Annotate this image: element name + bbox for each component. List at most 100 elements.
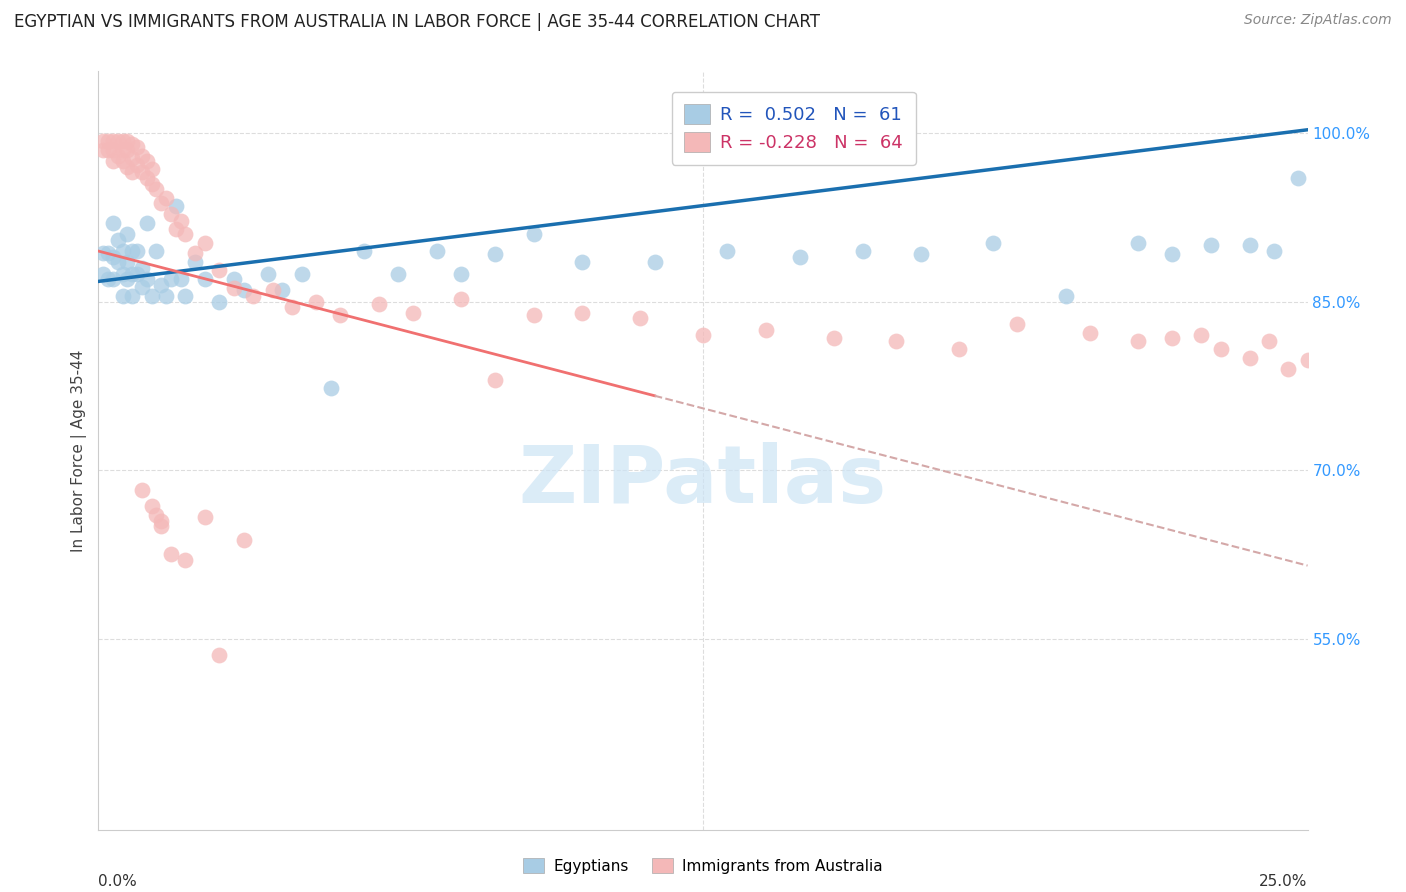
Point	[150, 519, 173, 533]
Point	[1007, 317, 1029, 331]
Point	[107, 148, 129, 162]
Point	[141, 499, 163, 513]
Point	[194, 510, 217, 524]
Point	[135, 216, 157, 230]
Point	[160, 272, 183, 286]
Point	[121, 244, 143, 258]
Point	[484, 247, 506, 261]
Point	[281, 300, 304, 314]
Point	[127, 139, 149, 153]
Point	[1199, 238, 1222, 252]
Point	[208, 648, 231, 663]
Point	[262, 284, 284, 298]
Point	[184, 246, 207, 260]
Point	[117, 255, 139, 269]
Point	[117, 160, 139, 174]
Point	[232, 533, 254, 547]
Text: 0.0%: 0.0%	[98, 874, 138, 889]
Point	[628, 311, 651, 326]
Legend: R =  0.502   N =  61, R = -0.228   N =  64: R = 0.502 N = 61, R = -0.228 N = 64	[672, 92, 915, 165]
Point	[368, 297, 391, 311]
Point	[135, 171, 157, 186]
Point	[1263, 244, 1285, 258]
Point	[91, 134, 114, 148]
Point	[1054, 289, 1077, 303]
Point	[174, 227, 197, 242]
Point	[141, 177, 163, 191]
Y-axis label: In Labor Force | Age 35-44: In Labor Force | Age 35-44	[72, 350, 87, 551]
Point	[155, 191, 177, 205]
Point	[852, 244, 875, 258]
Point	[571, 306, 593, 320]
Point	[823, 330, 845, 344]
Point	[91, 143, 114, 157]
Text: Source: ZipAtlas.com: Source: ZipAtlas.com	[1244, 13, 1392, 28]
Text: 25.0%: 25.0%	[1260, 874, 1308, 889]
Point	[208, 263, 231, 277]
Point	[97, 134, 120, 148]
Point	[208, 294, 231, 309]
Point	[101, 154, 124, 169]
Point	[101, 143, 124, 157]
Point	[107, 255, 129, 269]
Point	[1239, 351, 1261, 365]
Point	[426, 244, 449, 258]
Point	[948, 342, 970, 356]
Point	[101, 216, 124, 230]
Point	[353, 244, 375, 258]
Point	[194, 236, 217, 251]
Point	[194, 272, 217, 286]
Point	[101, 250, 124, 264]
Point	[716, 244, 738, 258]
Point	[160, 547, 183, 561]
Point	[1257, 334, 1279, 348]
Point	[329, 308, 352, 322]
Point	[111, 244, 134, 258]
Point	[150, 277, 173, 292]
Point	[1209, 342, 1232, 356]
Point	[755, 323, 778, 337]
Point	[121, 289, 143, 303]
Point	[1296, 353, 1319, 368]
Point	[111, 143, 134, 157]
Point	[1128, 236, 1150, 251]
Point	[242, 289, 264, 303]
Point	[232, 284, 254, 298]
Point	[117, 227, 139, 242]
Point	[111, 289, 134, 303]
Point	[886, 334, 908, 348]
Point	[155, 289, 177, 303]
Point	[1239, 238, 1261, 252]
Point	[1189, 328, 1212, 343]
Point	[117, 134, 139, 148]
Point	[523, 227, 546, 242]
Point	[135, 272, 157, 286]
Point	[165, 199, 187, 213]
Point	[107, 134, 129, 148]
Point	[184, 255, 207, 269]
Point	[1161, 330, 1184, 344]
Point	[111, 154, 134, 169]
Point	[101, 134, 124, 148]
Point	[1277, 362, 1299, 376]
Point	[117, 143, 139, 157]
Point	[319, 381, 342, 395]
Point	[135, 154, 157, 169]
Point	[131, 165, 153, 179]
Point	[145, 508, 167, 522]
Point	[121, 267, 143, 281]
Point	[290, 267, 312, 281]
Point	[305, 294, 328, 309]
Point	[387, 267, 409, 281]
Point	[484, 373, 506, 387]
Point	[222, 281, 245, 295]
Point	[169, 272, 191, 286]
Point	[165, 221, 187, 235]
Point	[127, 267, 149, 281]
Point	[981, 236, 1004, 251]
Point	[107, 233, 129, 247]
Point	[111, 134, 134, 148]
Point	[789, 250, 811, 264]
Point	[1128, 334, 1150, 348]
Point	[101, 272, 124, 286]
